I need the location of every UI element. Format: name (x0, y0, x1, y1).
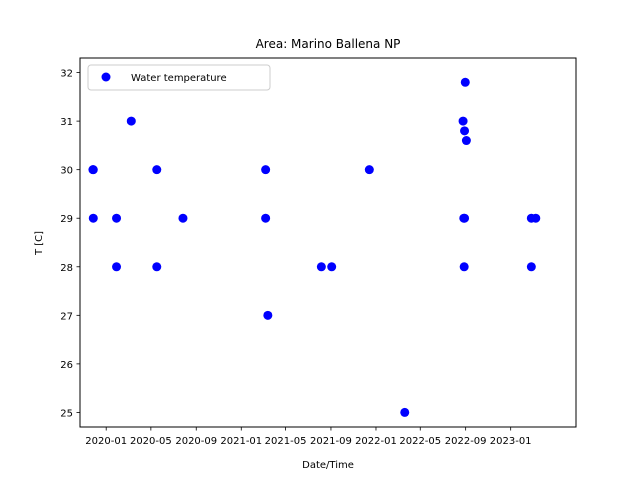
x-axis: 2020-01 2020-05 2020-09 2021-01 2021-05 2021-… (85, 427, 532, 447)
x-tick-label: 2022-05 (399, 436, 441, 447)
y-tick-label: 26 (60, 360, 73, 371)
x-tick-label: 2022-01 (355, 436, 397, 447)
data-point (461, 136, 471, 146)
x-tick-label: 2020-09 (175, 436, 217, 447)
y-axis: 25 26 27 28 29 30 31 32 (60, 69, 80, 419)
legend-label: Water temperature (131, 73, 227, 84)
legend: Water temperature (87, 64, 271, 91)
y-tick-label: 27 (60, 311, 73, 322)
data-point (261, 213, 271, 223)
data-point (178, 213, 188, 223)
y-tick-label: 30 (60, 166, 73, 177)
data-point (126, 116, 136, 126)
axes-frame (79, 57, 577, 428)
legend-marker (101, 72, 111, 82)
data-point (88, 165, 98, 175)
data-point (458, 116, 468, 126)
legend-frame (87, 64, 271, 91)
x-tick-label: 2022-09 (445, 436, 487, 447)
y-axis-label: T [C] (34, 231, 45, 256)
data-point (460, 213, 470, 223)
data-point (261, 165, 271, 175)
data-point (112, 213, 122, 223)
data-point (112, 262, 122, 272)
data-point (316, 262, 326, 272)
chart-title: Area: Marino Ballena NP (256, 37, 401, 51)
x-tick-label: 2023-01 (490, 436, 532, 447)
data-point (460, 126, 470, 136)
x-tick-label: 2021-01 (220, 436, 262, 447)
x-tick-label: 2020-05 (130, 436, 172, 447)
data-point (531, 213, 541, 223)
y-tick-label: 28 (60, 263, 73, 274)
x-tick-label: 2020-01 (85, 436, 127, 447)
data-point (526, 262, 536, 272)
data-point (152, 165, 162, 175)
series-water-temperature (88, 77, 541, 417)
data-point (459, 262, 469, 272)
data-point (400, 407, 410, 417)
x-axis-label: Date/Time (302, 460, 354, 471)
plot-area (79, 57, 577, 428)
data-point (88, 213, 98, 223)
data-point (263, 310, 273, 320)
y-tick-label: 31 (60, 117, 73, 128)
y-tick-label: 32 (60, 69, 73, 80)
x-tick-label: 2021-05 (265, 436, 307, 447)
data-point (327, 262, 337, 272)
data-point (364, 165, 374, 175)
y-tick-label: 29 (60, 214, 73, 225)
data-point (152, 262, 162, 272)
y-tick-label: 25 (60, 408, 73, 419)
x-tick-label: 2021-09 (310, 436, 352, 447)
data-point (460, 77, 470, 87)
